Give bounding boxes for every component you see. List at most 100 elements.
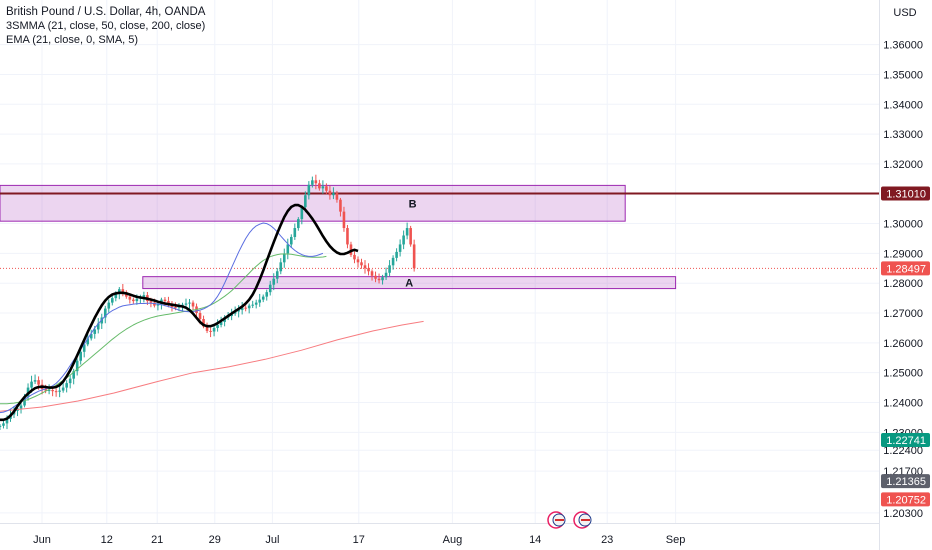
candle — [100, 313, 104, 329]
candle-body — [212, 327, 216, 332]
candle — [72, 368, 75, 385]
candle — [68, 374, 72, 389]
candle — [65, 380, 68, 393]
candle-body — [37, 380, 40, 385]
candle — [297, 217, 300, 231]
candle — [254, 299, 258, 309]
y-tick-label: 1.33000 — [883, 129, 923, 141]
candle-body — [153, 302, 156, 306]
candle — [398, 239, 402, 257]
candle-body — [268, 284, 272, 293]
candle-body — [135, 298, 139, 302]
smma-21-line — [0, 222, 324, 414]
candle-body — [282, 253, 286, 263]
candle — [381, 274, 384, 285]
candle-body — [258, 299, 262, 303]
candle-body — [5, 418, 9, 424]
candle-body — [149, 301, 153, 303]
candle — [132, 297, 135, 304]
candle — [332, 187, 335, 200]
candle — [363, 260, 367, 274]
candle-body — [110, 298, 114, 303]
y-tick-label: 1.22400 — [883, 445, 923, 457]
y-tick-label: 1.34000 — [883, 99, 923, 111]
candle-body — [86, 338, 90, 345]
x-tick-label: Jul — [265, 534, 279, 546]
candle-body — [409, 228, 412, 245]
ema-21-line — [0, 203, 359, 422]
x-tick-label: 12 — [101, 534, 113, 546]
candle — [405, 222, 409, 240]
candle-body — [342, 211, 346, 229]
candle — [412, 239, 416, 272]
candle-body — [314, 180, 318, 184]
candle-body — [167, 301, 170, 304]
candle — [191, 300, 195, 311]
candle — [391, 255, 395, 270]
candle — [89, 329, 93, 341]
candle — [342, 206, 346, 232]
price-tag-bg — [881, 261, 930, 276]
chart-legend: British Pound / U.S. Dollar, 4h, OANDA 3… — [6, 5, 205, 47]
y-tick-label: 1.20300 — [883, 508, 923, 520]
candle — [107, 299, 111, 313]
candle-body — [100, 317, 104, 324]
candle — [314, 174, 318, 190]
candle — [409, 225, 412, 247]
candle — [33, 374, 37, 385]
candle-body — [240, 307, 244, 311]
candle — [353, 249, 356, 264]
candle-body — [191, 302, 195, 307]
candle — [61, 382, 65, 393]
x-tick-label: 17 — [353, 534, 365, 546]
candle-body — [68, 378, 72, 384]
candle-body — [89, 333, 93, 339]
zone-B-rect — [0, 184, 626, 222]
candle — [2, 420, 5, 429]
y-tick-label: 1.32000 — [883, 159, 923, 171]
candle-body — [261, 296, 265, 300]
candle — [318, 179, 321, 191]
candle-body — [402, 235, 405, 245]
price-tag-label: 1.20752 — [886, 494, 926, 506]
candle — [258, 293, 262, 307]
candle-body — [65, 383, 68, 388]
y-tick-label: 1.36000 — [883, 40, 923, 52]
candle-body — [286, 244, 290, 254]
candle-body — [244, 307, 247, 309]
candle — [188, 299, 191, 310]
x-tick-label: 23 — [601, 534, 613, 546]
event-flag-icon — [573, 511, 592, 529]
price-tag-label: 1.22741 — [886, 435, 926, 447]
candle — [265, 289, 269, 301]
candle-body — [297, 219, 300, 229]
candle-body — [247, 305, 251, 309]
candle — [0, 423, 2, 431]
price-tag-bg — [881, 433, 930, 448]
event-flag-icon — [547, 511, 566, 529]
y-tick-label: 1.28000 — [883, 278, 923, 290]
candle-body — [188, 302, 191, 304]
candle-body — [174, 307, 177, 309]
candle-body — [114, 293, 118, 299]
price-tag-bg — [881, 186, 930, 201]
indicator-ema-label: EMA (21, close, 0, SMA, 5) — [6, 34, 139, 46]
x-tick-label: 14 — [529, 534, 541, 546]
price-tag-bg — [881, 474, 930, 489]
candle-body — [184, 303, 188, 305]
candle — [209, 327, 212, 338]
candle-body — [405, 228, 409, 236]
candle-body — [198, 313, 202, 319]
candle — [293, 223, 297, 240]
price-tag-label: 1.21365 — [886, 476, 926, 488]
candle — [307, 181, 311, 200]
candle-body — [367, 268, 370, 272]
candle-body — [398, 244, 402, 252]
candle — [205, 322, 209, 334]
candle — [54, 388, 58, 397]
candle — [374, 271, 377, 283]
candle-body — [293, 228, 297, 237]
candle — [346, 224, 349, 249]
candle — [311, 176, 314, 188]
